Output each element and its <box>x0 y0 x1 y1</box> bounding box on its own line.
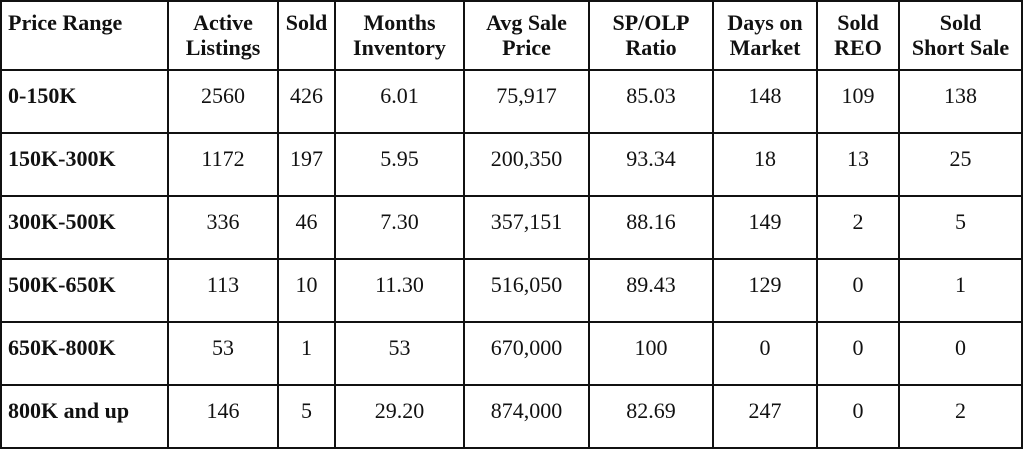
price-range-cell: 800K and up <box>0 384 169 449</box>
sp-olp-ratio-cell: 85.03 <box>588 69 714 134</box>
sold-cell: 46 <box>277 195 336 260</box>
sold-cell: 5 <box>277 384 336 449</box>
table-row: 500K-650K 113 10 11.30 516,050 89.43 129… <box>0 258 1023 323</box>
avg-sale-price-cell: 670,000 <box>463 321 590 386</box>
avg-sale-price-cell: 516,050 <box>463 258 590 323</box>
active-listings-cell: 1172 <box>167 132 279 197</box>
price-range-cell: 0-150K <box>0 69 169 134</box>
active-listings-cell: 53 <box>167 321 279 386</box>
sold-short-sale-cell: 5 <box>898 195 1023 260</box>
sold-reo-cell: 2 <box>816 195 900 260</box>
header-text: Months <box>363 10 436 35</box>
days-on-market-cell: 247 <box>712 384 818 449</box>
header-text: REO <box>834 35 882 60</box>
days-on-market-cell: 0 <box>712 321 818 386</box>
table-row: 150K-300K 1172 197 5.95 200,350 93.34 18… <box>0 132 1023 197</box>
avg-sale-price-cell: 357,151 <box>463 195 590 260</box>
price-range-cell: 500K-650K <box>0 258 169 323</box>
sold-short-sale-cell: 0 <box>898 321 1023 386</box>
sold-reo-cell: 0 <box>816 384 900 449</box>
header-sold-short-sale: Sold Short Sale <box>898 0 1023 71</box>
avg-sale-price-cell: 75,917 <box>463 69 590 134</box>
header-text: Avg Sale <box>486 10 567 35</box>
sold-reo-cell: 109 <box>816 69 900 134</box>
header-avg-sale-price: Avg Sale Price <box>463 0 590 71</box>
active-listings-cell: 336 <box>167 195 279 260</box>
months-inventory-cell: 6.01 <box>334 69 465 134</box>
days-on-market-cell: 148 <box>712 69 818 134</box>
header-price-range: Price Range <box>0 0 169 71</box>
table-row: 800K and up 146 5 29.20 874,000 82.69 24… <box>0 384 1023 449</box>
header-sold: Sold <box>277 0 336 71</box>
header-text: Market <box>729 35 801 60</box>
header-row: Price Range Active Listings Sold Months … <box>0 0 1023 71</box>
sold-cell: 197 <box>277 132 336 197</box>
days-on-market-cell: 149 <box>712 195 818 260</box>
months-inventory-cell: 11.30 <box>334 258 465 323</box>
header-text: Inventory <box>353 35 446 60</box>
header-text: Sold <box>939 10 982 35</box>
table-row: 300K-500K 336 46 7.30 357,151 88.16 149 … <box>0 195 1023 260</box>
header-sp-olp-ratio: SP/OLP Ratio <box>588 0 714 71</box>
price-range-cell: 300K-500K <box>0 195 169 260</box>
days-on-market-cell: 129 <box>712 258 818 323</box>
header-text: SP/OLP <box>612 10 690 35</box>
sp-olp-ratio-cell: 82.69 <box>588 384 714 449</box>
avg-sale-price-cell: 874,000 <box>463 384 590 449</box>
table-row: 650K-800K 53 1 53 670,000 100 0 0 0 <box>0 321 1023 386</box>
sold-cell: 426 <box>277 69 336 134</box>
months-inventory-cell: 5.95 <box>334 132 465 197</box>
months-inventory-cell: 7.30 <box>334 195 465 260</box>
months-inventory-cell: 29.20 <box>334 384 465 449</box>
months-inventory-cell: 53 <box>334 321 465 386</box>
header-text: Sold <box>285 10 328 35</box>
active-listings-cell: 113 <box>167 258 279 323</box>
avg-sale-price-cell: 200,350 <box>463 132 590 197</box>
active-listings-cell: 146 <box>167 384 279 449</box>
header-sold-reo: Sold REO <box>816 0 900 71</box>
sold-cell: 1 <box>277 321 336 386</box>
sold-cell: 10 <box>277 258 336 323</box>
header-days-on-market: Days on Market <box>712 0 818 71</box>
sp-olp-ratio-cell: 100 <box>588 321 714 386</box>
header-active-listings: Active Listings <box>167 0 279 71</box>
sold-short-sale-cell: 2 <box>898 384 1023 449</box>
header-text: Active <box>193 10 253 35</box>
active-listings-cell: 2560 <box>167 69 279 134</box>
sold-short-sale-cell: 138 <box>898 69 1023 134</box>
sp-olp-ratio-cell: 93.34 <box>588 132 714 197</box>
sold-short-sale-cell: 1 <box>898 258 1023 323</box>
sold-reo-cell: 13 <box>816 132 900 197</box>
sold-short-sale-cell: 25 <box>898 132 1023 197</box>
sold-reo-cell: 0 <box>816 258 900 323</box>
header-months-inventory: Months Inventory <box>334 0 465 71</box>
price-range-cell: 650K-800K <box>0 321 169 386</box>
header-text: Ratio <box>625 35 677 60</box>
days-on-market-cell: 18 <box>712 132 818 197</box>
sp-olp-ratio-cell: 88.16 <box>588 195 714 260</box>
sp-olp-ratio-cell: 89.43 <box>588 258 714 323</box>
table-row: 0-150K 2560 426 6.01 75,917 85.03 148 10… <box>0 69 1023 134</box>
header-text: Listings <box>185 35 261 60</box>
header-text: Price Range <box>8 10 123 35</box>
sold-reo-cell: 0 <box>816 321 900 386</box>
header-text: Days on <box>727 10 803 35</box>
header-text: Sold <box>837 10 879 35</box>
price-range-cell: 150K-300K <box>0 132 169 197</box>
header-text: Short Sale <box>911 35 1010 60</box>
header-text: Price <box>502 35 551 60</box>
